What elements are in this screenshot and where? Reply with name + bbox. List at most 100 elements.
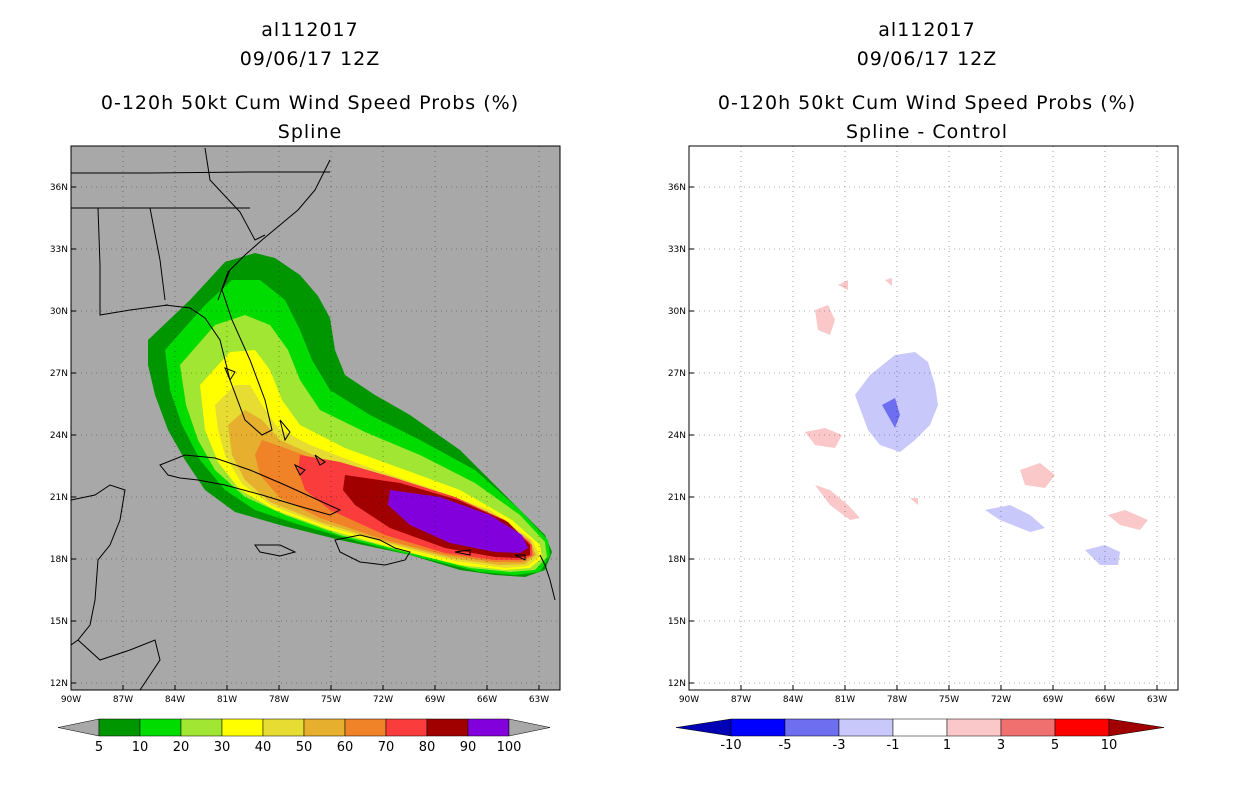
right-lat-tick-label: 27N [668,369,686,379]
left-lon-tick-label: 69W [425,695,445,705]
left-colorbar: 5 10 20 30 40 50 60 70 80 90 100 [57,718,551,755]
right-lat-ticks: 36N 33N 30N 27N 24N 21N 18N 15N 12N [668,183,694,689]
left-lat-ticks: 36N 33N 30N 27N 24N 21N 18N 15N 12N [50,183,76,689]
left-lat-tick-label: 36N [50,183,68,193]
left-colorbar-swatch [385,718,428,737]
left-lon-tick-label: 81W [217,695,237,705]
left-colorbar-swatch [426,718,469,737]
left-lon-tick-label: 72W [373,695,393,705]
left-lon-tick-label: 90W [61,695,81,705]
left-colorbar-low-arrow [57,718,100,737]
left-colorbar-swatch [344,718,387,737]
left-gridlines [71,146,560,690]
left-colorbar-label: 90 [460,740,477,755]
left-map-panel: 90W 87W 84W 81W 78W 75W 72W 69W 66W 63W 36N 33N 30N… [50,145,561,705]
right-lat-tick-label: 12N [668,679,686,689]
right-colorbar-label: -10 [720,738,741,753]
diff-neg-3 [882,398,900,428]
right-storm-id: al112017 [878,19,976,41]
left-lon-tick-label: 87W [113,695,133,705]
left-colorbar-label: 20 [173,740,190,755]
right-lat-tick-label: 36N [668,183,686,193]
right-colorbar-swatch [1054,718,1110,737]
right-colorbar: -10 -5 -3 -1 1 3 5 10 [675,718,1165,753]
diff-pos-1 [815,305,835,335]
right-chart-subtitle: Spline - Control [845,121,1009,143]
right-lon-tick-label: 78W [887,695,907,705]
left-colorbar-swatch [467,718,510,737]
left-lat-tick-label: 15N [50,617,68,627]
left-lon-tick-label: 78W [269,695,289,705]
left-chart-subtitle: Spline [277,121,343,143]
left-colorbar-swatch [98,718,141,737]
right-colorbar-label: 3 [997,738,1005,753]
left-datetime: 09/06/17 12Z [239,48,381,70]
left-colorbar-label: 60 [337,740,354,755]
right-colorbar-swatch [784,718,840,737]
right-lon-tick-label: 69W [1043,695,1063,705]
right-colorbar-label: 1 [943,738,951,753]
left-chart-title: 0-120h 50kt Cum Wind Speed Probs (%) [100,92,520,114]
right-lon-tick-label: 90W [679,695,699,705]
right-colorbar-label: -1 [887,738,900,753]
left-colorbar-label: 40 [255,740,272,755]
left-lat-tick-label: 24N [50,431,68,441]
right-lon-tick-label: 84W [783,695,803,705]
right-colorbar-swatch [892,718,948,737]
right-lon-tick-label: 81W [835,695,855,705]
left-colorbar-label: 50 [296,740,313,755]
right-colorbar-swatch [946,718,1002,737]
right-lon-tick-label: 66W [1095,695,1115,705]
left-lon-tick-label: 84W [165,695,185,705]
left-lon-tick-label: 66W [477,695,497,705]
left-lon-tick-label: 63W [529,695,549,705]
diff-pos-1c [815,485,860,520]
left-probability-contours [148,253,552,577]
diff-pos-1h [910,498,918,505]
left-colorbar-label: 80 [419,740,436,755]
left-lat-tick-label: 18N [50,555,68,565]
contour-90 [388,490,528,553]
right-difference-contours [805,278,1148,565]
left-colorbar-label: 100 [497,740,522,755]
right-map-frame [688,145,1179,691]
right-lon-tick-label: 87W [731,695,751,705]
left-colorbar-swatch [180,718,223,737]
right-colorbar-label: 10 [1101,738,1118,753]
right-map-panel: 90W 87W 84W 81W 78W 75W 72W 69W 66W 63W 36N 33N 30N… [668,145,1179,705]
diff-pos-1f [838,280,848,290]
right-chart-title: 0-120h 50kt Cum Wind Speed Probs (%) [717,92,1137,114]
diff-neg-1b [985,505,1045,532]
left-lat-tick-label: 21N [50,493,68,503]
right-colorbar-low-arrow [675,718,732,737]
diff-pos-1d [1020,463,1055,488]
left-colorbar-label: 30 [214,740,231,755]
right-colorbar-swatch [730,718,786,737]
left-lat-tick-label: 33N [50,245,68,255]
left-lon-tick-label: 75W [321,695,341,705]
right-gridlines [689,146,1178,690]
left-colorbar-swatch [303,718,346,737]
left-colorbar-high-arrow [508,718,551,737]
right-colorbar-label: 5 [1051,738,1059,753]
right-lat-tick-label: 33N [668,245,686,255]
left-colorbar-swatch [221,718,264,737]
left-colorbar-swatch [139,718,182,737]
right-lon-tick-label: 75W [939,695,959,705]
left-map-frame [70,145,561,691]
right-colorbar-swatch [838,718,894,737]
right-colorbar-label: -3 [833,738,846,753]
right-colorbar-high-arrow [1108,718,1165,737]
right-lat-tick-label: 15N [668,617,686,627]
right-lat-tick-label: 21N [668,493,686,503]
left-lon-ticks: 90W 87W 84W 81W 78W 75W 72W 69W 66W 63W [61,685,549,705]
right-lat-tick-label: 30N [668,307,686,317]
diff-pos-1b [805,428,842,448]
right-lon-tick-label: 63W [1147,695,1167,705]
right-lat-tick-label: 18N [668,555,686,565]
right-map-background [689,146,1178,690]
right-colorbar-label: -5 [779,738,792,753]
diff-pos-1e [1108,510,1148,530]
left-lat-tick-label: 30N [50,307,68,317]
